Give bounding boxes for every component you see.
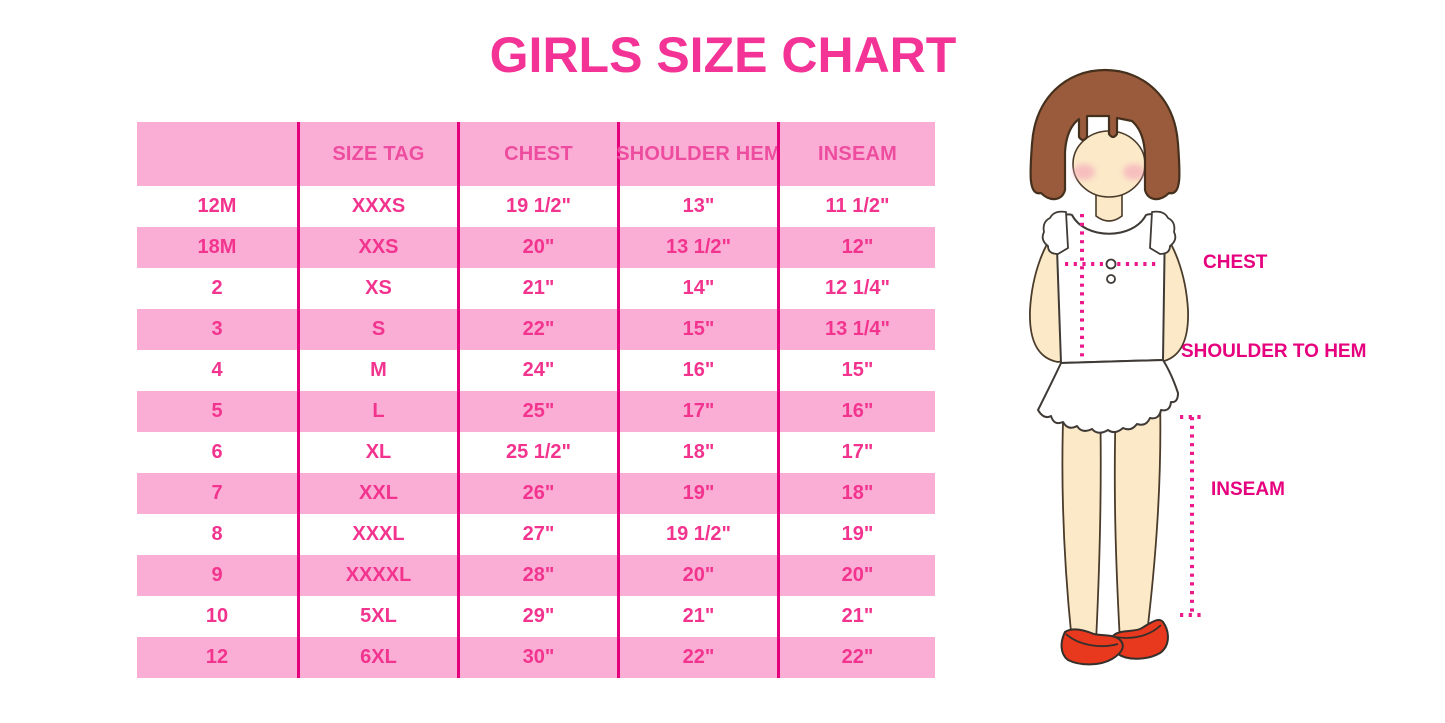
table-row: 8 XXXL 27" 19 1/2" 19"	[137, 514, 935, 555]
table-row: 5 L 25" 17" 16"	[137, 391, 935, 432]
girl-illustration	[1029, 68, 1204, 666]
table-cell: 13 1/2"	[617, 227, 777, 268]
girl-top-bodice	[1055, 213, 1166, 364]
shoulder-to-hem-measure-label: SHOULDER TO HEM	[1181, 341, 1367, 362]
table-row: 2 XS 21" 14" 12 1/4"	[137, 268, 935, 309]
table-row: 12 6XL 30" 22" 22"	[137, 637, 935, 678]
table-cell: XL	[297, 432, 457, 473]
page-title: GIRLS SIZE CHART	[489, 27, 957, 83]
table-header-cell-chest: CHEST	[457, 122, 617, 186]
table-cell: L	[297, 391, 457, 432]
table-cell: 20"	[457, 227, 617, 268]
table-header-cell-inseam: INSEAM	[777, 122, 935, 186]
table-cell: XXXS	[297, 186, 457, 227]
girl-blush-left	[1073, 164, 1095, 180]
table-cell: 21"	[777, 596, 935, 637]
table-row: 7 XXL 26" 19" 18"	[137, 473, 935, 514]
size-chart-table: SIZE TAG CHEST SHOULDER HEM INSEAM 12M XX…	[137, 122, 935, 678]
table-cell: 22"	[457, 309, 617, 350]
table-cell: 10	[205, 605, 229, 627]
table-cell: XXL	[297, 473, 457, 514]
table-cell: 26"	[457, 473, 617, 514]
table-cell: 11 1/2"	[777, 186, 935, 227]
table-cell: 15"	[777, 350, 935, 391]
table-row: 12M XXXS 19 1/2" 13" 11 1/2"	[137, 186, 935, 227]
table-cell: 8	[211, 523, 223, 545]
table-cell: M	[297, 350, 457, 391]
table-header-cell-size	[137, 122, 297, 186]
girl-top-button-1	[1105, 258, 1117, 270]
table-cell: 29"	[457, 596, 617, 637]
table-cell: 13 1/4"	[777, 309, 935, 350]
table-cell: XXS	[297, 227, 457, 268]
table-cell: 18"	[617, 432, 777, 473]
table-cell: 20"	[617, 555, 777, 596]
table-cell: XXXXL	[297, 555, 457, 596]
table-cell: 19 1/2"	[457, 186, 617, 227]
table-row: 9 XXXXL 28" 20" 20"	[137, 555, 935, 596]
table-cell: 12M	[197, 195, 237, 217]
table-cell: 21"	[457, 268, 617, 309]
table-cell: 16"	[777, 391, 935, 432]
table-cell: 3	[211, 318, 223, 340]
table-cell: XXXL	[297, 514, 457, 555]
table-cell: 22"	[777, 637, 935, 678]
girl-right-shoulder-ruffle	[1149, 210, 1177, 255]
table-cell: 27"	[457, 514, 617, 555]
table-cell: 19 1/2"	[617, 514, 777, 555]
table-row: 6 XL 25 1/2" 18" 17"	[137, 432, 935, 473]
inseam-measure-label: INSEAM	[1211, 479, 1285, 500]
table-cell: 5XL	[297, 596, 457, 637]
girl-right-leg	[1113, 393, 1162, 643]
table-cell: 21"	[617, 596, 777, 637]
table-cell: 12"	[777, 227, 935, 268]
table-cell: 18"	[777, 473, 935, 514]
chest-measure-label: CHEST	[1203, 252, 1268, 273]
table-cell: 14"	[617, 268, 777, 309]
table-cell: 25 1/2"	[457, 432, 617, 473]
girl-skirt	[1037, 359, 1179, 434]
girl-left-shoe	[1060, 628, 1124, 666]
table-header-row: SIZE TAG CHEST SHOULDER HEM INSEAM	[137, 122, 935, 186]
table-cell: 9	[211, 564, 223, 586]
table-cell: 25"	[457, 391, 617, 432]
table-cell: 4	[211, 359, 223, 381]
table-cell: 5	[211, 400, 223, 422]
table-cell: 12	[205, 646, 229, 668]
table-row: 4 M 24" 16" 15"	[137, 350, 935, 391]
table-cell: 24"	[457, 350, 617, 391]
girl-right-shoe-strap	[1115, 624, 1162, 639]
table-cell: 20"	[777, 555, 935, 596]
table-cell: 22"	[617, 637, 777, 678]
table-cell: XS	[297, 268, 457, 309]
table-header-cell-size-tag: SIZE TAG	[297, 122, 457, 186]
table-cell: 16"	[617, 350, 777, 391]
table-cell: 7	[211, 482, 223, 504]
girl-blush-right	[1123, 164, 1145, 180]
table-cell: 19"	[617, 473, 777, 514]
table-cell: 2	[211, 277, 223, 299]
table-row: 18M XXS 20" 13 1/2" 12"	[137, 227, 935, 268]
table-cell: 12 1/4"	[777, 268, 935, 309]
table-cell: 15"	[617, 309, 777, 350]
table-cell: 17"	[777, 432, 935, 473]
girl-top-button-2	[1106, 274, 1116, 284]
table-cell: 13"	[617, 186, 777, 227]
table-body: 12M XXXS 19 1/2" 13" 11 1/2" 18M XXS 20" 13 1/2"…	[137, 186, 935, 678]
table-cell: S	[297, 309, 457, 350]
table-cell: 30"	[457, 637, 617, 678]
table-cell: 28"	[457, 555, 617, 596]
girl-left-shoulder-ruffle	[1041, 210, 1069, 255]
table-cell: 6	[211, 441, 223, 463]
table-cell: 19"	[777, 514, 935, 555]
girl-hair	[1029, 68, 1181, 201]
table-header-cell-shoulder-hem: SHOULDER HEM	[616, 122, 781, 186]
table-row: 3 S 22" 15" 13 1/4"	[137, 309, 935, 350]
girl-left-shoe-strap	[1065, 633, 1119, 647]
table-cell: 6XL	[297, 637, 457, 678]
table-cell: 18M	[197, 236, 237, 258]
table-cell: 17"	[617, 391, 777, 432]
table-row: 10 5XL 29" 21" 21"	[137, 596, 935, 637]
